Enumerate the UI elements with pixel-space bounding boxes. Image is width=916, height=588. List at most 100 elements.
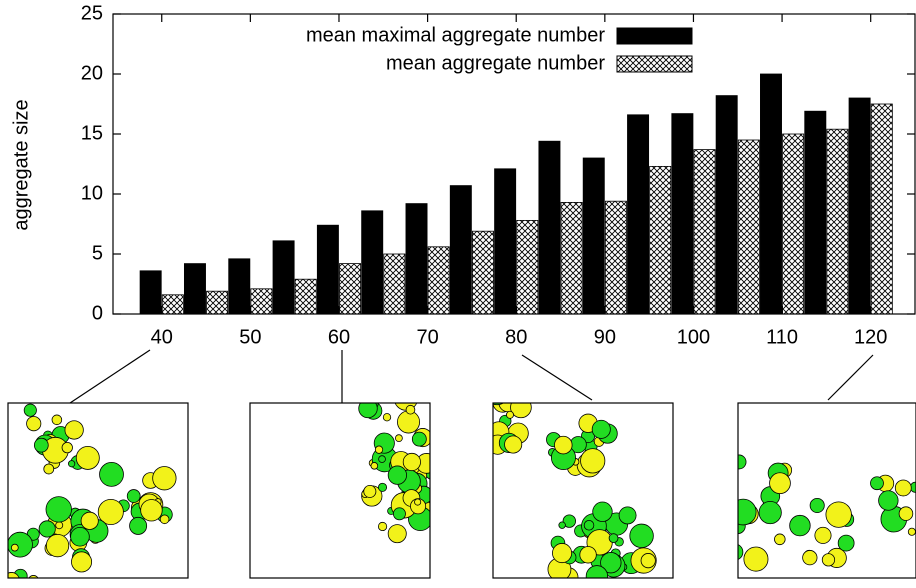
particle	[70, 527, 90, 547]
bar	[760, 73, 782, 315]
particle	[8, 572, 20, 578]
bar	[848, 97, 871, 315]
particle	[774, 533, 786, 546]
bar	[361, 210, 384, 315]
particle	[358, 403, 378, 419]
particle	[18, 582, 42, 588]
bar	[737, 139, 760, 315]
particle	[490, 387, 503, 400]
bar	[782, 133, 805, 315]
particle	[579, 546, 597, 564]
bar	[161, 294, 184, 315]
bar	[427, 246, 450, 315]
x-tick-label: 50	[239, 326, 261, 348]
particle	[8, 531, 33, 558]
y-tick-label: 5	[92, 242, 103, 264]
particle	[504, 435, 523, 454]
particle	[721, 510, 737, 526]
particle	[510, 403, 532, 419]
particle	[75, 445, 100, 470]
particle	[80, 511, 99, 530]
bar	[250, 288, 273, 315]
bar	[383, 253, 406, 315]
bar	[339, 263, 362, 315]
connector	[827, 354, 874, 401]
y-tick-label: 10	[81, 182, 103, 204]
particle	[68, 460, 76, 468]
snapshot-frame	[249, 402, 431, 579]
particle	[583, 519, 595, 531]
particle	[558, 521, 566, 529]
particle	[907, 527, 916, 536]
particle	[477, 420, 484, 427]
bar	[206, 290, 229, 315]
particle	[743, 546, 769, 572]
particle	[405, 404, 416, 415]
particle	[898, 506, 914, 521]
connector	[69, 349, 151, 404]
particle	[395, 434, 403, 443]
snapshot-bg	[250, 403, 430, 578]
particle	[10, 543, 19, 552]
legend-swatch	[616, 27, 693, 45]
bar	[139, 270, 162, 315]
particle	[97, 498, 124, 525]
bar	[538, 140, 561, 315]
snapshot-frame	[737, 402, 916, 579]
x-tick-label: 120	[854, 326, 887, 348]
particle	[738, 498, 757, 526]
particle	[99, 462, 124, 487]
particle	[580, 448, 606, 474]
x-tick-label: 40	[151, 326, 173, 348]
particle	[411, 431, 427, 447]
particle	[837, 534, 855, 552]
particle	[129, 516, 148, 535]
particle	[43, 463, 55, 475]
particle	[45, 496, 72, 523]
particle	[23, 403, 37, 417]
particle	[493, 403, 504, 406]
particle	[814, 526, 832, 544]
snapshot	[721, 403, 916, 578]
bar	[228, 258, 251, 315]
bar	[294, 278, 317, 315]
particle	[769, 472, 791, 494]
particle	[28, 575, 39, 578]
particle	[870, 476, 884, 491]
particle	[738, 544, 744, 561]
particle	[506, 410, 514, 419]
particle	[629, 523, 654, 549]
bar	[560, 201, 583, 315]
bar	[804, 110, 827, 315]
snapshot	[8, 403, 188, 588]
particle	[585, 565, 609, 578]
particle	[382, 413, 392, 422]
particle	[758, 500, 782, 525]
bar	[494, 168, 517, 315]
particle	[878, 490, 899, 511]
x-tick-label: 110	[766, 326, 798, 348]
particle	[802, 550, 818, 566]
legend-swatch	[616, 55, 693, 73]
particle	[159, 514, 170, 525]
particle	[377, 482, 388, 492]
legend-label: mean maximal aggregate number	[306, 24, 605, 46]
bar	[516, 219, 539, 315]
particle	[399, 403, 407, 405]
particle	[414, 498, 422, 506]
bar	[183, 263, 206, 315]
bar	[472, 230, 494, 315]
y-tick-label: 15	[81, 122, 103, 144]
particle	[378, 455, 386, 463]
bar	[272, 240, 295, 315]
particle	[562, 514, 576, 528]
particle	[11, 576, 22, 578]
particle	[738, 454, 747, 470]
particle	[64, 420, 84, 440]
particle	[471, 421, 489, 439]
particle	[370, 462, 379, 470]
snapshots	[7, 349, 916, 588]
particle	[738, 462, 740, 471]
particle	[592, 501, 613, 522]
particle	[26, 577, 29, 578]
